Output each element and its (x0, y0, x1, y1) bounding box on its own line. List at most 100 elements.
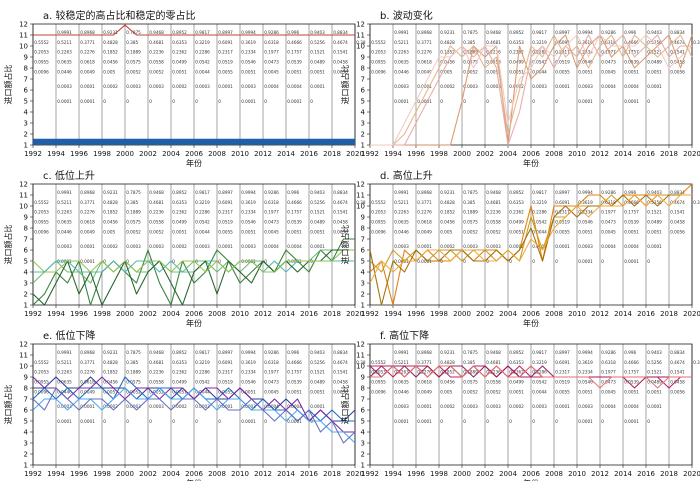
cell-value: 0.1757 (287, 50, 302, 55)
cell-value: 0.1521 (647, 210, 662, 215)
cell-value: 0.0003 (463, 404, 478, 409)
cell-value: 0.996 (287, 190, 299, 195)
cell-value: 0.3619 (578, 200, 593, 205)
cell-value: 0.0045 (601, 70, 616, 75)
cell-value: 0.1541 (670, 210, 685, 215)
cell-value: 0.4666 (287, 40, 302, 45)
cell-value: 0.0049 (80, 230, 95, 235)
cell-value: 0.8997 (218, 190, 233, 195)
series-line-4 (370, 365, 692, 389)
cell-value: 0.0001 (80, 244, 95, 249)
cell-value: 0.0045 (264, 230, 279, 235)
cell-value: 0.0558 (486, 220, 501, 225)
cell-value: 0.0002 (103, 244, 118, 249)
cell-value: 0.9231 (440, 30, 455, 35)
y-tick-label: 8 (24, 384, 28, 392)
cell-value: 0.0955 (371, 380, 386, 385)
x-tick-label: 2018 (323, 150, 341, 158)
cell-value: 0.0001 (57, 259, 72, 264)
cell-value: 0.2053 (34, 50, 49, 55)
cell-value: 0.0049 (417, 70, 432, 75)
cell-value: 0.0001 (417, 84, 432, 89)
x-tick-label: 2014 (277, 150, 295, 158)
cell-value: 0.0003 (57, 84, 72, 89)
cell-value: 0.0446 (57, 70, 72, 75)
y-tick-label: 5 (361, 257, 365, 265)
cell-value: 0.0003 (463, 84, 478, 89)
cell-value: 0.2334 (578, 210, 593, 215)
x-tick-label: 2004 (162, 310, 180, 318)
series-line-1 (370, 34, 693, 146)
x-tick-label: 2010 (231, 150, 249, 158)
cell-value: 0.0546 (241, 220, 256, 225)
y-tick-label: 11 (19, 191, 28, 199)
x-tick-label: 1992 (24, 470, 42, 478)
cell-value: 0.0056 (333, 70, 348, 75)
cell-value: 0.0635 (394, 220, 409, 225)
cell-value: 0.0558 (149, 60, 164, 65)
cell-value: 0.0635 (57, 60, 72, 65)
cell-value: 0.8834 (670, 350, 685, 355)
cell-value: 0.8997 (555, 350, 570, 355)
y-tick-label: 8 (361, 224, 365, 232)
cell-value: 0.0542 (195, 380, 210, 385)
cell-value: 0.5211 (57, 40, 72, 45)
x-tick-label: 2008 (545, 310, 563, 318)
cell-value: 0.5552 (371, 200, 386, 205)
y-tick-label: 2 (361, 290, 365, 298)
series-line-4 (32, 249, 355, 306)
cell-value: 0.9817 (195, 190, 210, 195)
cell-value: 0.9231 (103, 190, 118, 195)
cell-value: 0.005 (440, 70, 452, 75)
y-axis-label: 进口额占比 (3, 225, 13, 265)
panel-title: d. 高位上升 (380, 169, 433, 182)
cell-value: 0.2236 (149, 210, 164, 215)
cell-value: 0.9286 (601, 190, 616, 195)
cell-value: 0.0051 (172, 230, 187, 235)
y-tick-label: 6 (24, 406, 29, 414)
cell-value: 0.0458 (333, 380, 348, 385)
cell-value: 0.996 (287, 30, 299, 35)
cell-value: 0.9403 (310, 350, 325, 355)
x-tick-label: 2002 (139, 470, 157, 478)
cell-value: 0.4666 (624, 40, 639, 45)
cell-value: 0.4666 (624, 360, 639, 365)
cell-value: 0 (149, 259, 152, 264)
y-tick-label: 1 (361, 301, 365, 309)
x-tick-label: 2016 (300, 310, 318, 318)
y-tick-label: 12 (356, 340, 365, 348)
cell-value: 0.0456 (103, 60, 118, 65)
cell-value: 0.6091 (218, 360, 233, 365)
cell-value: 0.0003 (57, 404, 72, 409)
cell-value: 0 (310, 419, 313, 424)
cell-value: 0.0004 (624, 404, 639, 409)
cell-value: 0.2286 (532, 370, 547, 375)
cell-value: 0.5256 (310, 200, 325, 205)
y-tick-label: 2 (24, 130, 28, 138)
cell-value: 0.1541 (670, 50, 685, 55)
cell-value: 0.1977 (601, 210, 616, 215)
cell-value: 0 (463, 259, 466, 264)
cell-value: 0.2276 (80, 50, 95, 55)
panel-title: f. 高位下降 (380, 329, 429, 342)
x-tick-label: 2002 (476, 150, 494, 158)
cell-value: 0.0051 (624, 70, 639, 75)
cell-value: 0.0499 (509, 60, 524, 65)
x-tick-label: 2010 (568, 150, 586, 158)
cell-value: 0.0001 (647, 84, 662, 89)
cell-value: 0.0001 (80, 259, 95, 264)
cell-value: 0.3219 (195, 360, 210, 365)
x-tick-label: 1998 (430, 150, 448, 158)
x-tick-label: 2006 (522, 470, 540, 478)
cell-value: 0.2286 (195, 370, 210, 375)
cell-value: 0.0051 (241, 230, 256, 235)
cell-value: 0.8952 (172, 190, 187, 195)
cell-value: 0.0499 (172, 60, 187, 65)
cell-value: 0.6318 (601, 200, 616, 205)
cell-value: 0.2334 (241, 210, 256, 215)
y-tick-label: 3 (24, 439, 28, 447)
cell-value: 0.6091 (218, 40, 233, 45)
cell-value: 0.2263 (57, 210, 72, 215)
cell-value: 0.0456 (103, 220, 118, 225)
y-tick-label: 9 (361, 373, 365, 381)
